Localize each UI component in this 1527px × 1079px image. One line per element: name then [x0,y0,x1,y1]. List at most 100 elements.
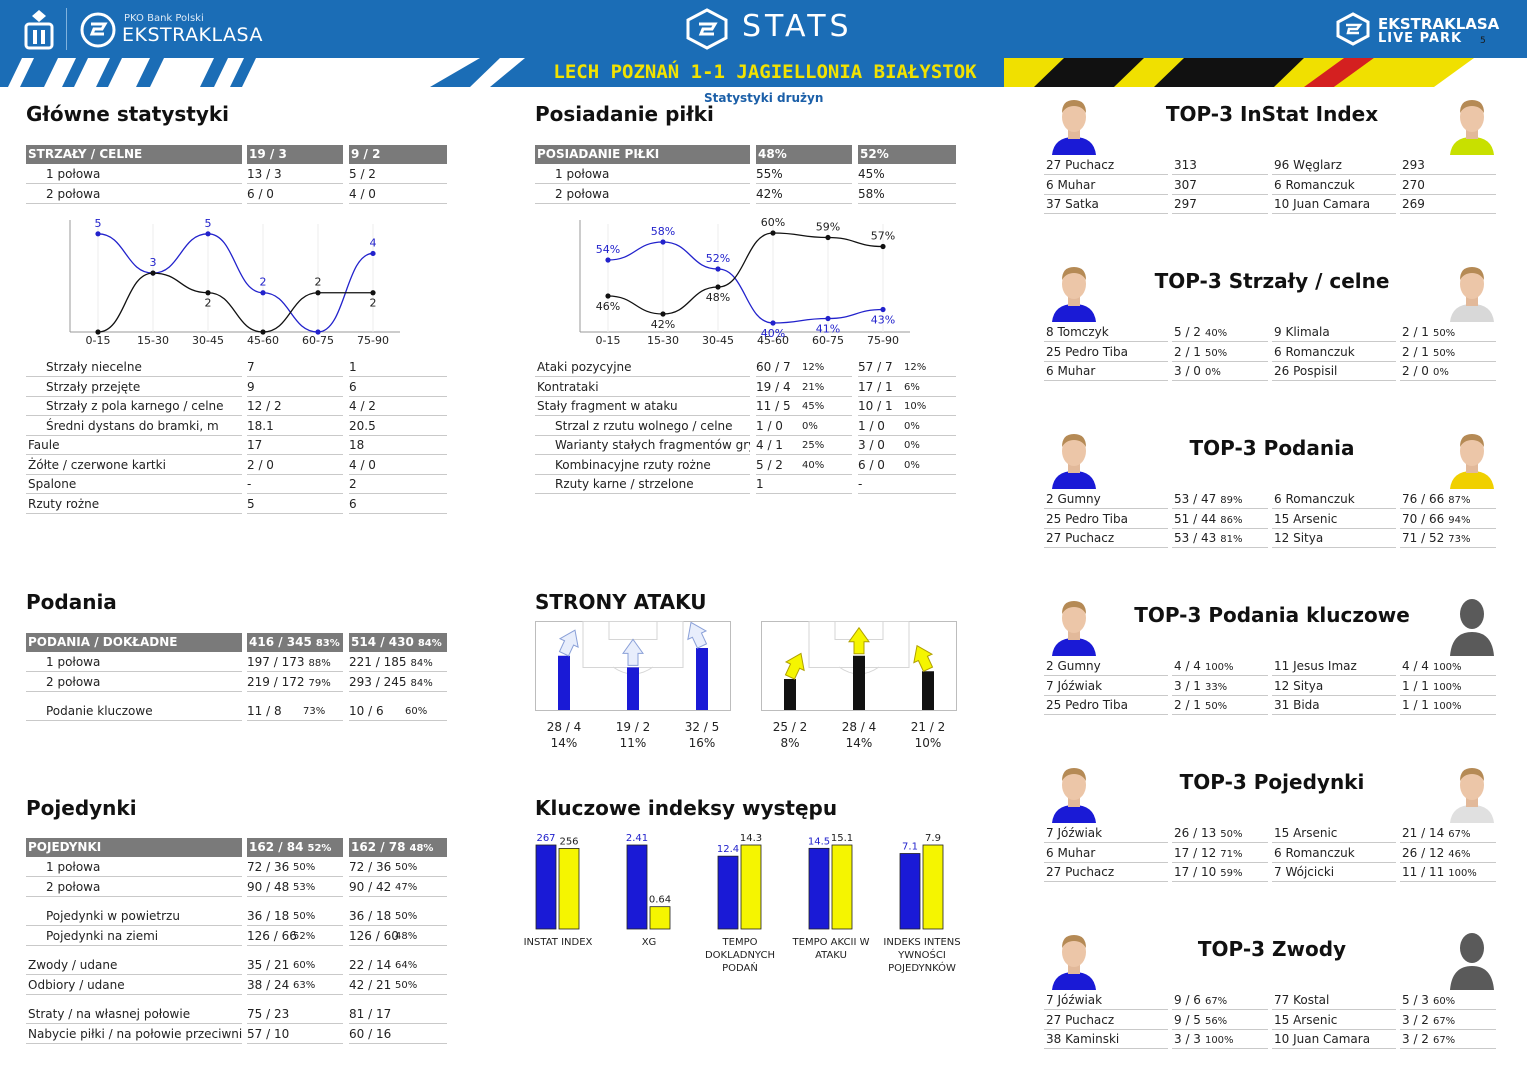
top3-value: 293 [1402,158,1425,172]
data-label: 57% [871,230,895,243]
top3-pct: 0% [1432,367,1449,378]
possession-header-home-value: 48% [758,147,787,161]
attack-bar [696,648,708,710]
data-label: 54% [596,243,620,256]
arrow-shape [848,626,870,655]
top3-title: TOP-3 Pojedynki [1179,770,1365,794]
home-index-label: 14.5 [808,836,830,847]
top3-away-value: 71 / 52 73% [1400,529,1496,548]
top3-value: 26 / 12 [1402,845,1445,860]
top3-away-name: 96 Węglarz [1272,156,1396,175]
top3-away-name: 31 Bida [1272,696,1396,715]
match-title: LECH POZNAŃ 1-1 JAGIELLONIA BIAŁYSTOK [525,58,1005,87]
home-player-avatar [1052,935,1096,990]
header-league-name: EKSTRAKLASA [122,24,263,46]
possession-half-row-label: 2 połowa [535,185,750,204]
possession-header-label: POSIADANIE PIŁKI [535,145,750,164]
page-number: 5 [1480,36,1486,46]
top3-value: 17 / 10 [1174,865,1217,879]
top3-home-value: 4 / 4 100% [1172,657,1268,676]
top3-pct: 100% [1432,701,1462,712]
duel-row-home-pct: 50% [293,911,316,922]
key-indices-chart: 267 256 2.41 0.64 12.414.3 14.5 15.1 7.1 7.9 [535,833,944,930]
data-label: 42% [651,318,675,331]
player-shirt [1450,471,1494,489]
possession-stat-row-home-value: 5 / 2 [756,457,783,472]
attack-value: 25 / 2 [772,720,808,734]
shots-half-row-away-value: 4 / 0 [349,186,376,201]
arrow-shape [622,638,644,666]
duels-header-home-value: 162 / 84 [249,840,304,854]
data-point [95,231,101,237]
top3-home-name: 7 Jóźwiak [1044,677,1168,696]
player-neck [1068,964,1080,974]
data-label: 52% [706,252,730,265]
top3-value: 70 / 66 [1402,511,1445,526]
top3-pct: 100% [1448,868,1477,879]
shots-header-home: 19 / 3 [247,145,343,164]
team-colors-flag [1004,58,1527,87]
duel-row-label: Pojedynki na ziemi [26,927,242,946]
duel-row: Nabycie piłki / na połowie przeciwnika 57… [0,1025,447,1044]
possession-header: POSIADANIE PIŁKI 48% 52% [0,145,956,164]
top3-away-name: 10 Juan Camara [1272,195,1396,214]
duel-row-away-value: 90 / 42 [349,879,392,894]
away-player-avatar [1450,267,1494,322]
x-tick-label: 75-90 [867,334,899,347]
top3-title: TOP-3 InStat Index [1165,102,1379,126]
ekstraklasa-logo-icon [80,12,116,48]
main-stats-title: Główne statystyki [26,102,230,126]
top3-pct: 94% [1448,514,1471,526]
possession-stat-row-away: 6 / 0 0% [858,456,956,475]
top3-home-name: 25 Pedro Tiba [1044,510,1168,529]
duel-row-away: 81 / 17 [349,1005,447,1024]
top3-away-name: 10 Juan Camara [1272,1030,1396,1049]
attack-pct: 10% [914,736,942,750]
player-neck [1068,463,1080,473]
possession-stat-row-away: 3 / 0 0% [858,436,956,455]
possession-stat-row-home: 60 / 7 12% [756,358,852,377]
top3-name: 7 Jóźwiak [1046,678,1103,693]
top3-value: 2 / 1 [1174,344,1201,359]
top3-home-value: 307 [1172,176,1268,195]
possession-stat-row-away-value: 3 / 0 [858,438,885,452]
data-point [825,234,831,241]
x-tick-label: 45-60 [247,334,279,347]
duel-row-away-pct: 48% [395,930,418,942]
top3-pct: 67% [1204,996,1228,1007]
header-right-sub: LIVE PARK [1378,31,1463,46]
top3-value: 53 / 47 [1174,492,1217,506]
top3-away-name: 12 Sitya [1272,529,1396,548]
home-player-avatar [1052,601,1096,656]
arrow-shape [558,629,579,657]
attack-value: 28 / 4 [841,720,877,734]
main-stat-row-away-value: 18 [349,438,365,452]
top3-home-name: 27 Puchacz [1044,863,1168,882]
passes-half-row-home-value: 219 / 172 [247,674,305,689]
shots-half-row-home: 6 / 0 [247,185,343,204]
top3-pct: 100% [1432,681,1462,693]
data-label: 3 [150,256,157,269]
player-face [1062,770,1086,800]
top3-away-value: 2 / 1 50% [1400,343,1496,362]
duel-row-home: 38 / 24 63% [247,976,343,995]
x-tick-label: 0-15 [86,334,111,347]
top3-value: 11 / 11 [1402,865,1445,879]
top3-value: 9 / 6 [1174,993,1201,1007]
possession-stat-row-label: Kombinacyjne rzuty rożne [535,456,750,475]
shots-half-row-away-value: 5 / 2 [349,167,376,181]
passes-half-row-away-value: 293 / 245 [349,674,407,689]
top3-name: 12 Sitya [1274,678,1324,693]
main-stat-row-label: Strzały z pola karnego / celne [26,397,242,416]
top3-name: 8 Tomczyk [1046,325,1109,339]
shots-header-away-value: 9 / 2 [351,147,381,161]
top3-name: 6 Romanczuk [1274,492,1355,506]
key-pass-row-home-value: 11 / 8 [247,704,282,718]
data-point [370,290,376,296]
top3-name: 77 Kostal [1274,993,1330,1007]
passes-half-row-home-pct: 88% [308,658,331,669]
top3-value: 313 [1174,158,1197,172]
attack-value: 21 / 2 [910,720,946,734]
top3-title: TOP-3 Podania kluczowe [1134,603,1410,627]
duel-row-label: Pojedynki w powietrzu [26,907,242,926]
